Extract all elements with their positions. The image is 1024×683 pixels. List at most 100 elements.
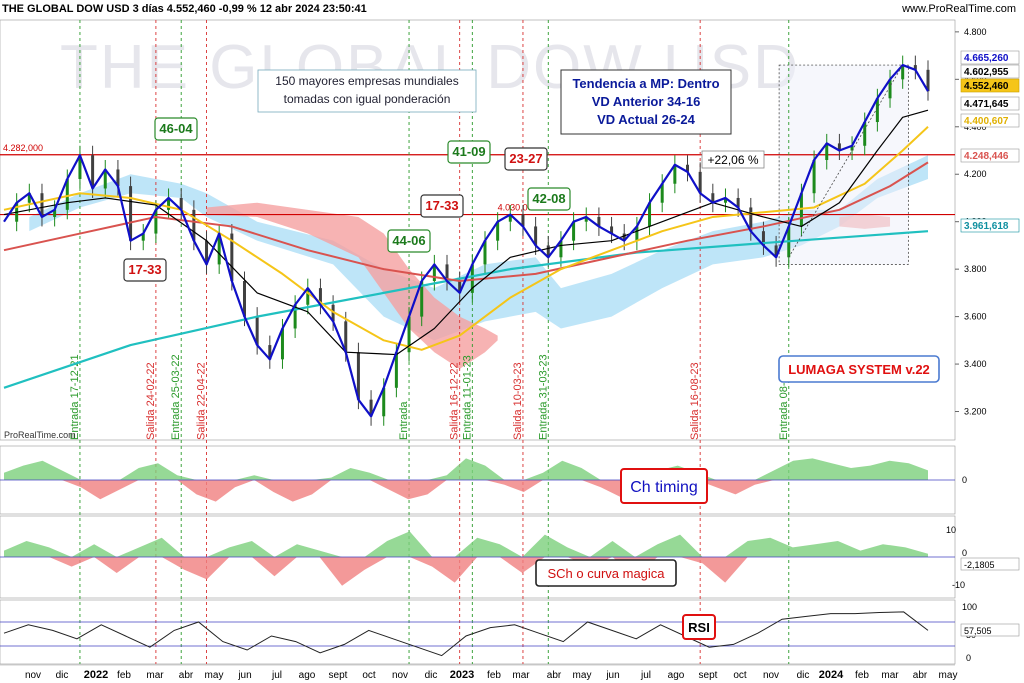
trend-box-line3: VD Actual 26-24 bbox=[597, 112, 696, 127]
rsi-value-box bbox=[960, 623, 1020, 637]
candle-body bbox=[483, 240, 487, 265]
price-tick-label: 3.200 bbox=[964, 407, 987, 417]
candle-body bbox=[648, 202, 652, 227]
sch-tick-neg10: -10 bbox=[952, 580, 965, 590]
score-label-7: 42-08 bbox=[532, 191, 565, 206]
x-tick-label: 2024 bbox=[819, 669, 844, 681]
gain-label-box bbox=[701, 150, 765, 169]
ch-timing-negative-area bbox=[4, 480, 928, 502]
x-tick-label: feb bbox=[117, 670, 131, 681]
chart-title: THE GLOBAL DOW USD 3 días 4.552,460 -0,9… bbox=[2, 3, 367, 15]
candle-body bbox=[27, 193, 31, 203]
score-box bbox=[420, 194, 464, 218]
sch-negative-area bbox=[4, 557, 928, 586]
candle-body bbox=[179, 197, 183, 210]
trend-box-line2: VD Anterior 34-16 bbox=[592, 94, 701, 109]
candle-body bbox=[888, 79, 892, 99]
price-tag-box bbox=[960, 218, 1020, 233]
candle-body bbox=[761, 231, 765, 246]
candle-body bbox=[610, 226, 614, 234]
x-tick-label: jul bbox=[640, 670, 651, 681]
sch-box bbox=[535, 559, 677, 587]
signal-label-1: Entrada 17-12-21 bbox=[69, 354, 81, 440]
candle-body bbox=[508, 214, 512, 222]
candle-body bbox=[559, 240, 563, 258]
x-tick-label: abr bbox=[179, 670, 194, 681]
candle-body bbox=[723, 197, 727, 203]
ma-red-line bbox=[3, 161, 929, 283]
price-tag-box bbox=[960, 50, 1020, 65]
score-box bbox=[447, 140, 491, 164]
x-tick-label: may bbox=[573, 670, 592, 681]
candle-body bbox=[926, 69, 930, 92]
credit-label: ProRealTime.com bbox=[4, 430, 76, 440]
signal-label-3: Entrada 25-03-22 bbox=[170, 354, 182, 440]
signal-label-5: Entrada bbox=[398, 401, 410, 440]
candle-body bbox=[205, 240, 209, 265]
x-tick-label: feb bbox=[855, 670, 869, 681]
x-tick-label: mar bbox=[881, 670, 899, 681]
candle-body bbox=[812, 160, 816, 194]
sch-positive-area bbox=[4, 531, 928, 557]
score-box bbox=[154, 117, 198, 141]
candle-body bbox=[65, 178, 69, 210]
x-tick-label: jul bbox=[271, 670, 282, 681]
price-tag-1: 4.665,260 bbox=[964, 53, 1009, 64]
score-label-5: 41-09 bbox=[452, 144, 485, 159]
signal-label-4: Salida 22-04-22 bbox=[196, 362, 208, 440]
source-link[interactable]: www.ProRealTime.com bbox=[902, 3, 1016, 15]
price-tick-label: 3.600 bbox=[964, 312, 987, 322]
candle-body bbox=[534, 226, 538, 246]
candle-body bbox=[863, 122, 867, 146]
candle-body bbox=[293, 304, 297, 329]
candle-body bbox=[597, 216, 601, 227]
score-box bbox=[504, 147, 548, 171]
candle-body bbox=[344, 321, 348, 353]
x-tick-label: jun bbox=[605, 670, 619, 681]
ma-yellow-line bbox=[3, 126, 929, 351]
x-tick-label: ago bbox=[668, 670, 685, 681]
rsi-label: RSI bbox=[688, 620, 710, 635]
level-label-2: 4.030,000 bbox=[498, 203, 538, 213]
candle-body bbox=[736, 197, 740, 208]
x-tick-label: sept bbox=[329, 670, 348, 681]
candle-body bbox=[749, 207, 753, 232]
candle-body bbox=[774, 245, 778, 258]
ch-timing-tick-0: 0 bbox=[962, 475, 967, 485]
candle-body bbox=[306, 288, 310, 305]
price-tick-label: 4.200 bbox=[964, 169, 987, 179]
signal-label-2: Salida 24-02-22 bbox=[145, 362, 157, 440]
candle-body bbox=[496, 221, 500, 241]
price-tick-label: 4.800 bbox=[964, 27, 987, 37]
score-label-1: 46-04 bbox=[159, 121, 193, 136]
candle-body bbox=[331, 304, 335, 322]
candle-body bbox=[141, 233, 145, 241]
candle-body bbox=[698, 171, 702, 194]
candle-body bbox=[103, 169, 107, 189]
candle-body bbox=[53, 209, 57, 217]
candle-body bbox=[356, 352, 360, 400]
x-tick-label: dic bbox=[56, 670, 69, 681]
price-tag-box bbox=[960, 64, 1020, 79]
candle-body bbox=[192, 209, 196, 241]
candle-body bbox=[445, 264, 449, 282]
x-tick-label: abr bbox=[547, 670, 562, 681]
candle-body bbox=[217, 233, 221, 265]
system-box-label: LUMAGA SYSTEM v.22 bbox=[788, 362, 930, 377]
rsi-box bbox=[682, 614, 716, 640]
trend-box-line1: Tendencia a MP: Dentro bbox=[572, 76, 719, 91]
x-tick-label: nov bbox=[392, 670, 408, 681]
candle-body bbox=[711, 193, 715, 203]
rsi-line bbox=[3, 611, 929, 657]
x-tick-label: may bbox=[205, 670, 224, 681]
price-panel-frame bbox=[0, 19, 956, 441]
signal-label-10: Salida 16-08-23 bbox=[689, 362, 701, 440]
x-tick-label: nov bbox=[763, 670, 779, 681]
candle-body bbox=[369, 399, 373, 417]
price-tick-label: 3.800 bbox=[964, 264, 987, 274]
score-label-6: 23-27 bbox=[509, 151, 542, 166]
price-tag-4: 4.471,645 bbox=[964, 99, 1009, 110]
candle-body bbox=[584, 216, 588, 222]
chart-header: THE GLOBAL DOW USD 3 días 4.552,460 -0,9… bbox=[0, 0, 1024, 18]
